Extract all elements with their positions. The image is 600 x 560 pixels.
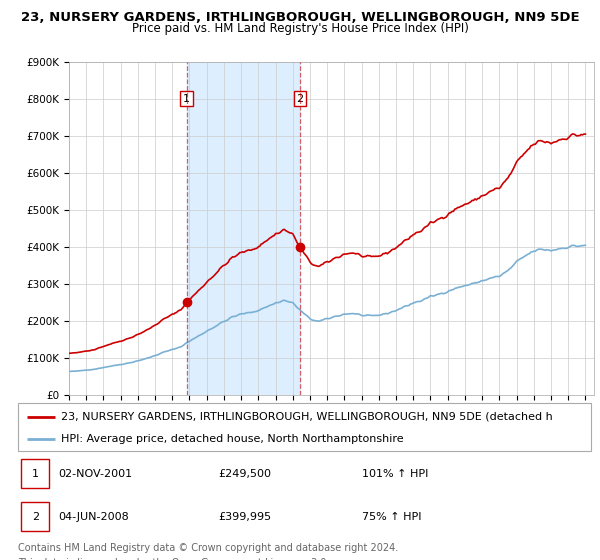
Text: HPI: Average price, detached house, North Northamptonshire: HPI: Average price, detached house, Nort…	[61, 434, 404, 444]
Text: 2: 2	[296, 94, 304, 104]
Text: 23, NURSERY GARDENS, IRTHLINGBOROUGH, WELLINGBOROUGH, NN9 5DE (detached h: 23, NURSERY GARDENS, IRTHLINGBOROUGH, WE…	[61, 412, 553, 422]
Text: £249,500: £249,500	[218, 469, 272, 479]
Text: Price paid vs. HM Land Registry's House Price Index (HPI): Price paid vs. HM Land Registry's House …	[131, 22, 469, 35]
Text: Contains HM Land Registry data © Crown copyright and database right 2024.: Contains HM Land Registry data © Crown c…	[18, 543, 398, 553]
Text: 2: 2	[32, 512, 39, 522]
Bar	[22, 459, 49, 488]
Text: 101% ↑ HPI: 101% ↑ HPI	[362, 469, 428, 479]
Text: 75% ↑ HPI: 75% ↑ HPI	[362, 512, 421, 522]
Text: 04-JUN-2008: 04-JUN-2008	[58, 512, 129, 522]
Bar	[187, 62, 300, 395]
Text: 1: 1	[32, 469, 38, 479]
Text: £399,995: £399,995	[218, 512, 272, 522]
Text: 23, NURSERY GARDENS, IRTHLINGBOROUGH, WELLINGBOROUGH, NN9 5DE: 23, NURSERY GARDENS, IRTHLINGBOROUGH, WE…	[20, 11, 580, 24]
Text: This data is licensed under the Open Government Licence v3.0.: This data is licensed under the Open Gov…	[18, 558, 329, 560]
Text: 1: 1	[183, 94, 190, 104]
Text: 02-NOV-2001: 02-NOV-2001	[58, 469, 132, 479]
Bar	[22, 502, 49, 531]
